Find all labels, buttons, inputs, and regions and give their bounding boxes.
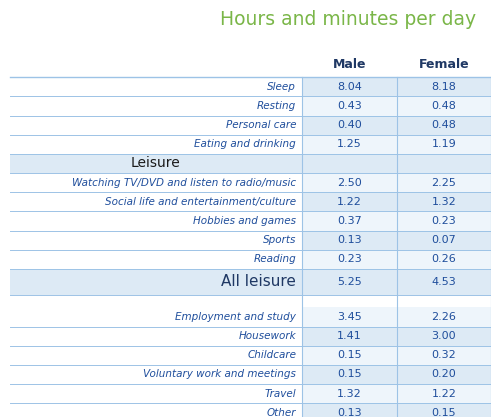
Bar <box>10 327 302 346</box>
Text: Hobbies and games: Hobbies and games <box>193 216 296 226</box>
Bar <box>10 173 302 192</box>
Bar <box>10 135 302 154</box>
Bar <box>10 192 302 211</box>
Text: 8.04: 8.04 <box>337 82 362 92</box>
Text: Watching TV/DVD and listen to radio/music: Watching TV/DVD and listen to radio/musi… <box>72 178 296 188</box>
Text: 1.41: 1.41 <box>337 331 362 341</box>
Text: 2.26: 2.26 <box>432 312 456 322</box>
Bar <box>10 307 302 327</box>
Text: Housework: Housework <box>239 331 296 341</box>
Bar <box>302 384 491 403</box>
Text: Eating and drinking: Eating and drinking <box>194 139 296 149</box>
Text: Employment and study: Employment and study <box>175 312 296 322</box>
Text: 0.48: 0.48 <box>432 101 456 111</box>
Bar <box>10 77 302 96</box>
Bar <box>10 250 302 269</box>
Text: 2.50: 2.50 <box>337 178 362 188</box>
Text: 2.25: 2.25 <box>432 178 456 188</box>
Bar <box>302 211 491 231</box>
Text: 0.37: 0.37 <box>337 216 362 226</box>
Text: Leisure: Leisure <box>131 156 181 171</box>
Text: Sleep: Sleep <box>267 82 296 92</box>
Bar <box>302 116 491 135</box>
Bar <box>10 346 302 365</box>
Text: Resting: Resting <box>257 101 296 111</box>
Text: 0.43: 0.43 <box>337 101 362 111</box>
Bar <box>302 403 491 417</box>
Bar <box>302 327 491 346</box>
Text: 0.23: 0.23 <box>432 216 456 226</box>
Text: Male: Male <box>332 58 366 71</box>
Text: 0.13: 0.13 <box>337 408 362 417</box>
Bar <box>10 384 302 403</box>
Text: 0.32: 0.32 <box>432 350 456 360</box>
Text: 1.19: 1.19 <box>432 139 456 149</box>
Bar <box>302 231 491 250</box>
Text: 1.22: 1.22 <box>432 389 456 399</box>
Bar <box>302 192 491 211</box>
Bar <box>10 116 302 135</box>
Bar <box>10 154 491 173</box>
Text: 1.32: 1.32 <box>432 197 456 207</box>
Bar <box>10 295 491 307</box>
Text: 0.13: 0.13 <box>337 235 362 245</box>
Text: 1.25: 1.25 <box>337 139 362 149</box>
Bar <box>302 307 491 327</box>
Text: Sports: Sports <box>263 235 296 245</box>
Text: All leisure: All leisure <box>221 274 296 289</box>
Text: 0.48: 0.48 <box>432 120 456 130</box>
Bar <box>10 269 491 295</box>
Text: 1.32: 1.32 <box>337 389 362 399</box>
Text: Travel: Travel <box>265 389 296 399</box>
Text: 0.15: 0.15 <box>432 408 456 417</box>
Text: 3.00: 3.00 <box>432 331 456 341</box>
Text: Female: Female <box>418 58 469 71</box>
Bar <box>10 231 302 250</box>
Text: 0.20: 0.20 <box>432 369 456 379</box>
Text: 1.22: 1.22 <box>337 197 362 207</box>
Text: 0.40: 0.40 <box>337 120 362 130</box>
Text: 0.26: 0.26 <box>432 254 456 264</box>
Bar <box>302 77 491 96</box>
Text: Childcare: Childcare <box>247 350 296 360</box>
Text: Voluntary work and meetings: Voluntary work and meetings <box>143 369 296 379</box>
Text: 4.53: 4.53 <box>432 277 456 287</box>
Bar <box>10 211 302 231</box>
Bar <box>10 365 302 384</box>
Bar <box>302 250 491 269</box>
Text: 0.23: 0.23 <box>337 254 362 264</box>
Text: 0.15: 0.15 <box>337 369 362 379</box>
Bar <box>10 96 302 116</box>
Bar <box>302 346 491 365</box>
Text: Social life and entertainment/culture: Social life and entertainment/culture <box>105 197 296 207</box>
Text: 0.07: 0.07 <box>432 235 456 245</box>
Text: 0.15: 0.15 <box>337 350 362 360</box>
Text: Other: Other <box>267 408 296 417</box>
Bar <box>10 403 302 417</box>
Bar <box>302 173 491 192</box>
Bar <box>302 96 491 116</box>
Text: 8.18: 8.18 <box>432 82 456 92</box>
Text: Reading: Reading <box>253 254 296 264</box>
Bar <box>302 135 491 154</box>
Text: Personal care: Personal care <box>225 120 296 130</box>
Bar <box>302 365 491 384</box>
Text: Hours and minutes per day: Hours and minutes per day <box>220 10 476 30</box>
Text: 3.45: 3.45 <box>337 312 362 322</box>
Text: 5.25: 5.25 <box>337 277 362 287</box>
